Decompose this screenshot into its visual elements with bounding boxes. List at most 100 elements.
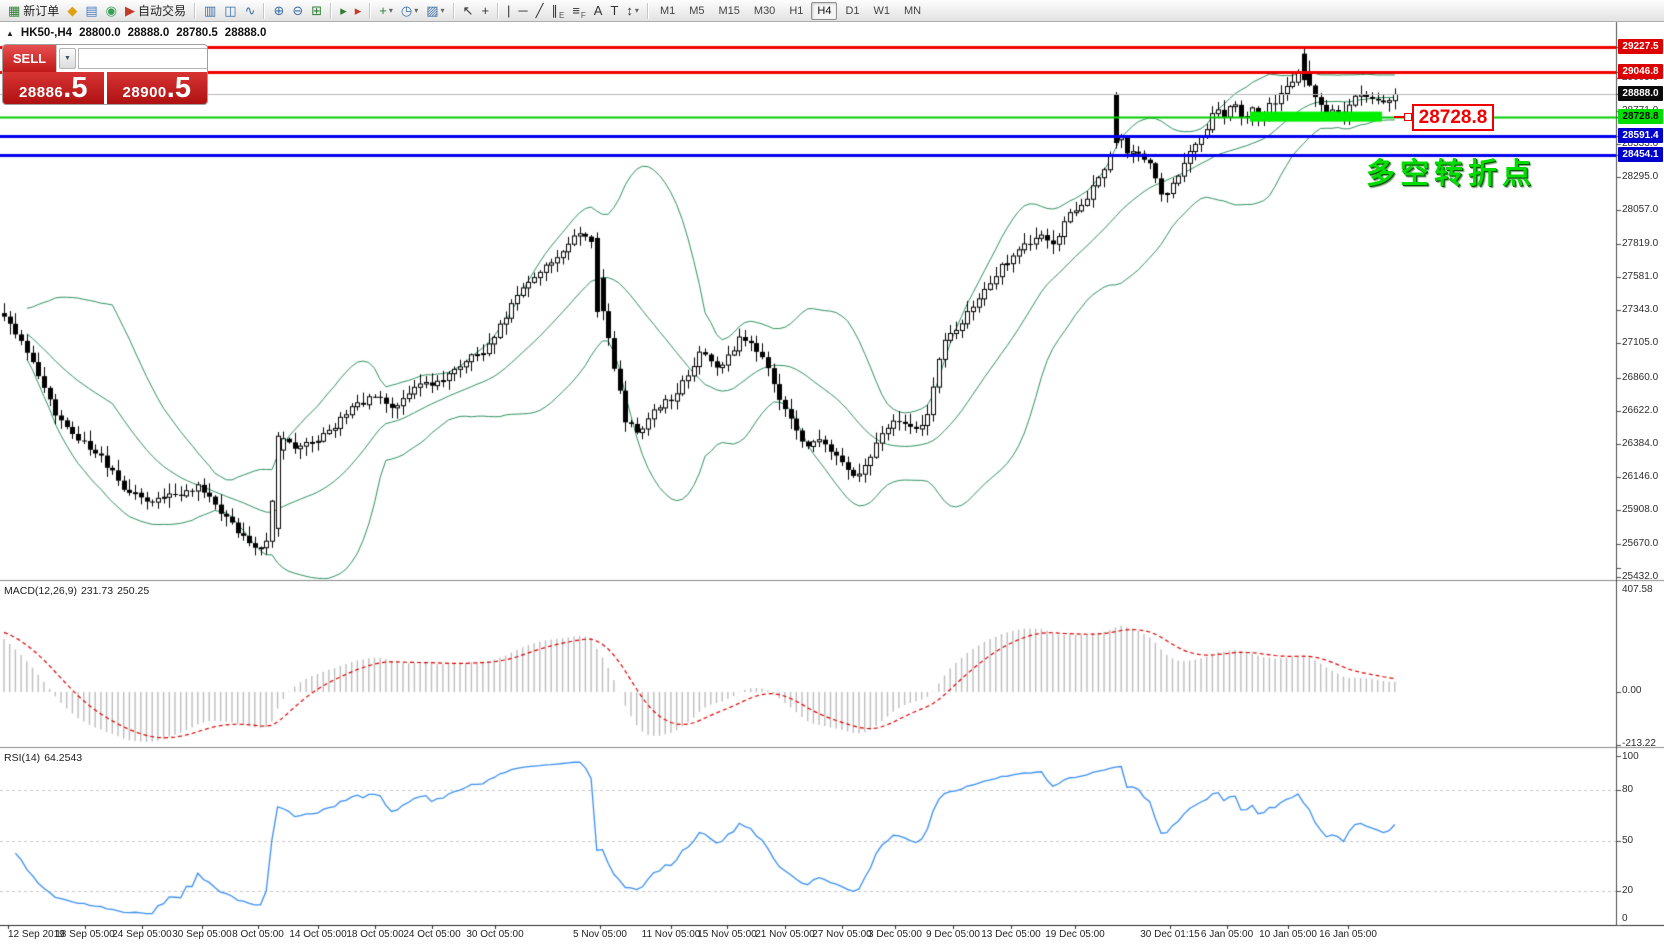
macd-label: MACD(12,26,9) — [4, 585, 77, 597]
text-icon: A — [593, 2, 603, 18]
tile-windows-button[interactable]: ⊞ — [308, 2, 325, 20]
text-label-button[interactable]: T — [607, 2, 621, 20]
zoom-out-button[interactable]: ⊖ — [289, 2, 306, 20]
price-tick: 28057.0 — [1622, 204, 1659, 216]
vertical-line-icon: | — [507, 2, 511, 18]
timeframe-h4-button[interactable]: H4 — [811, 1, 838, 20]
rsi-scale-label: 50 — [1622, 835, 1634, 846]
price-tick: 28295.0 — [1622, 171, 1659, 183]
timeframe-h1-button[interactable]: H1 — [789, 4, 804, 17]
toolbar-separator — [369, 2, 372, 19]
resistance-line-upper-axis-label[interactable]: 29227.5 — [1618, 39, 1663, 54]
sell-price-frac: .5 — [63, 72, 88, 104]
rsi-scale-label: 80 — [1622, 784, 1634, 795]
rsi-value: 64.2543 — [44, 752, 83, 764]
price-tick: 27105.0 — [1622, 337, 1659, 349]
turning-point-annotation[interactable]: 多空转折点 — [1366, 158, 1537, 190]
fibonacci-icon: ≡ — [572, 2, 580, 18]
price-scale[interactable]: 29009.028771.028533.028295.028057.027819… — [1617, 22, 1664, 925]
callout-anchor — [1404, 113, 1412, 121]
bar-open-value: 28800.0 — [79, 27, 121, 39]
fibonacci-button[interactable]: ≡ F — [569, 2, 588, 20]
periods-button[interactable]: ◷ ▾ — [398, 2, 421, 20]
dropdown-arrow-icon[interactable]: ▾ — [440, 6, 445, 15]
timeframe-m5-button[interactable]: M5 — [689, 4, 705, 17]
chart-shift-button[interactable]: ▸ — [352, 2, 365, 20]
line-chart-icon: ∿ — [244, 2, 256, 18]
time-label: 30 Sep 05:00 — [172, 929, 232, 940]
volume-control: ▼ ▲ — [56, 45, 207, 72]
time-label: 18 Sep 05:00 — [55, 929, 115, 940]
resistance-line-lower-axis-label[interactable]: 29046.8 — [1618, 64, 1663, 80]
time-label: 6 Jan 05:00 — [1200, 929, 1254, 940]
dropdown-arrow-icon[interactable]: ▾ — [414, 6, 419, 15]
channel-button[interactable]: ∥ E — [548, 2, 567, 20]
macd-signal-value: 250.25 — [117, 585, 150, 597]
chart-shift-icon: ▸ — [354, 2, 362, 18]
autotrading-button[interactable]: ▶ 自动交易 — [122, 2, 189, 20]
dropdown-arrow-icon[interactable]: ▾ — [634, 6, 639, 15]
vertical-line-button[interactable]: | — [504, 2, 513, 20]
timeframe-m1-button[interactable]: M1 — [659, 4, 676, 17]
macd-pane-label: MACD(12,26,9) 231.73 250.25 — [4, 585, 153, 597]
rsi-label: RSI(14) — [4, 752, 41, 764]
crosshair-button[interactable]: + — [478, 2, 492, 20]
time-label: 21 Nov 05:00 — [755, 929, 815, 940]
text-button[interactable]: A — [591, 2, 606, 20]
price-divider — [103, 72, 107, 104]
timeframe-m30-button[interactable]: M30 — [753, 4, 776, 17]
dropdown-arrow-icon[interactable]: ▾ — [388, 6, 393, 15]
autotrading-button-label: 自动交易 — [137, 4, 186, 18]
volume-decrease-button[interactable]: ▼ — [59, 48, 76, 69]
cursor-button[interactable]: ↖ — [460, 2, 477, 20]
zoom-in-button[interactable]: ⊕ — [270, 2, 287, 20]
buy-price-frac: .5 — [166, 72, 191, 104]
price-tick: 26384.0 — [1622, 438, 1659, 450]
auto-scroll-button[interactable]: ▸ — [337, 2, 350, 20]
templates-button[interactable]: ▨ ▾ — [423, 2, 447, 20]
rsi-pane-label: RSI(14) 64.2543 — [4, 752, 86, 764]
sell-button[interactable]: SELL — [3, 45, 56, 72]
trendline-button[interactable]: ╱ — [533, 2, 547, 20]
price-tick: 26860.0 — [1622, 371, 1659, 383]
metaeditor-button[interactable]: ◆ — [64, 2, 80, 20]
arrows-button[interactable]: ↕ ▾ — [623, 2, 642, 20]
text-label-icon: T — [610, 2, 619, 18]
bar-chart-button[interactable]: ▥ — [201, 2, 219, 20]
support-line-blue-upper-axis-label[interactable]: 28591.4 — [1618, 127, 1663, 143]
pivot-line-green-axis-label[interactable]: 28728.8 — [1618, 108, 1663, 124]
toolbar-separator — [452, 2, 455, 19]
candlestick-chart-button[interactable]: ◫ — [221, 2, 239, 20]
indicators-button[interactable]: + ▾ — [376, 2, 396, 20]
timeframe-mn-button[interactable]: MN — [904, 4, 922, 17]
bar-chart-icon: ▥ — [203, 2, 217, 18]
buy-price[interactable]: 28900 .5 — [106, 72, 207, 104]
equidistant-channel-icon-sub: E — [558, 10, 565, 20]
volume-input[interactable] — [78, 48, 207, 69]
symbol-title: HK50-,H4 — [20, 27, 73, 39]
timeframe-m15-button[interactable]: M15 — [718, 4, 740, 17]
new-order-button[interactable]: ▦ 新订单 — [5, 2, 62, 20]
panel-collapse-arrow[interactable]: ▲ — [6, 29, 14, 38]
horizontal-line-button[interactable]: ─ — [515, 2, 530, 20]
one-click-trading-panel: SELL ▼ ▲ BUY 28886 .5 28900 .5 — [2, 44, 208, 105]
line-chart-button[interactable]: ∿ — [242, 2, 259, 20]
support-line-blue-lower-axis-label[interactable]: 28454.1 — [1618, 146, 1663, 162]
zoom-in-icon: ⊕ — [273, 2, 285, 18]
signals-button[interactable]: ◉ — [103, 2, 120, 20]
rsi-scale-label: 0 — [1622, 913, 1628, 924]
data-window-button[interactable]: ▤ — [82, 2, 100, 20]
toolbar-separator — [497, 2, 500, 19]
periods-clock-icon: ◷ — [400, 2, 413, 18]
sell-price[interactable]: 28886 .5 — [3, 72, 104, 104]
current-price-line-axis-label[interactable]: 28888.0 — [1618, 86, 1663, 102]
price-tick: 27819.0 — [1622, 237, 1659, 249]
time-label: 30 Dec 01:15 — [1140, 929, 1200, 940]
price-callout-label[interactable]: 28728.8 — [1412, 104, 1494, 131]
time-axis[interactable]: 12 Sep 2019 18 Sep 05:00 24 Sep 05:00 30 Se… — [0, 928, 1616, 943]
timeframe-w1-button[interactable]: W1 — [873, 4, 891, 17]
price-tick: 25432.0 — [1622, 570, 1659, 582]
macd-scale-label: 407.58 — [1622, 584, 1653, 595]
timeframe-d1-button[interactable]: D1 — [845, 4, 860, 17]
